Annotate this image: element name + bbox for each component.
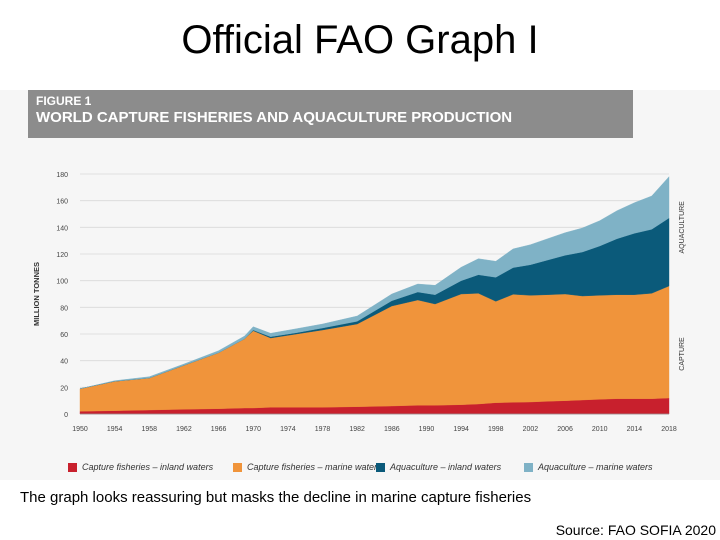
- figure-header: FIGURE 1 WORLD CAPTURE FISHERIES AND AQU…: [28, 90, 633, 138]
- x-tick-label: 2002: [523, 426, 539, 433]
- x-tick-label: 1994: [453, 426, 469, 433]
- legend-label: Aquaculture – marine waters: [538, 462, 653, 472]
- x-tick-label: 1958: [142, 426, 158, 433]
- y-tick-label: 180: [56, 172, 68, 179]
- source-note: Source: FAO SOFIA 2020: [555, 522, 716, 538]
- x-tick-label: 1954: [107, 426, 123, 433]
- legend-item-marine-aquaculture: Aquaculture – marine waters: [524, 462, 653, 472]
- x-tick-label: 2006: [557, 426, 573, 433]
- y-tick-label: 20: [60, 385, 68, 392]
- slide-title: Official FAO Graph I: [181, 18, 539, 62]
- legend-swatch: [233, 462, 242, 472]
- x-tick-label: 1974: [280, 426, 296, 433]
- y-tick-label: 60: [60, 332, 68, 339]
- label-layer: MILLION TONNES AQUACULTURE CAPTURE: [32, 201, 686, 371]
- area-chart: 0 20 40 60 80 100 120 140 160 180 1950 1954 1958 1962…: [32, 172, 686, 433]
- legend-item-inland-capture: Capture fisheries – inland waters: [68, 462, 213, 472]
- x-tick-label: 2018: [661, 426, 677, 433]
- y-tick-label: 100: [56, 279, 68, 286]
- figure-title: WORLD CAPTURE FISHERIES AND AQUACULTURE …: [36, 109, 513, 126]
- y-tick-label: 0: [64, 412, 68, 419]
- legend-swatch: [68, 462, 77, 472]
- x-tick-label: 1966: [211, 426, 227, 433]
- area-series-4: [79, 176, 670, 389]
- axis-layer: 0 20 40 60 80 100 120 140 160 180 1950 1954 1958 1962…: [56, 172, 677, 433]
- legend-item-marine-capture: Capture fisheries – marine waters: [233, 462, 382, 472]
- x-tick-label: 2014: [627, 426, 643, 433]
- y-tick-label: 140: [56, 225, 68, 232]
- legend: Capture fisheries – inland waters Captur…: [0, 462, 720, 476]
- x-tick-label: 1962: [176, 426, 192, 433]
- area-layer: [79, 176, 670, 415]
- aquaculture-annotation: AQUACULTURE: [679, 201, 686, 254]
- legend-label: Aquaculture – inland waters: [390, 462, 502, 472]
- x-tick-label: 1990: [419, 426, 435, 433]
- legend-label: Capture fisheries – inland waters: [82, 462, 214, 472]
- legend-swatch: [524, 462, 533, 472]
- legend-label: Capture fisheries – marine waters: [247, 462, 382, 472]
- figure-panel: FIGURE 1 WORLD CAPTURE FISHERIES AND AQU…: [0, 90, 720, 480]
- x-tick-label: 2010: [592, 426, 608, 433]
- x-tick-label: 1986: [384, 426, 400, 433]
- x-tick-label: 1998: [488, 426, 504, 433]
- legend-item-inland-aquaculture: Aquaculture – inland waters: [376, 462, 501, 472]
- y-axis-label: MILLION TONNES: [32, 262, 41, 326]
- y-tick-label: 80: [60, 305, 68, 312]
- x-tick-label: 1978: [315, 426, 331, 433]
- capture-annotation: CAPTURE: [679, 337, 686, 371]
- y-tick-label: 40: [60, 359, 68, 366]
- slide-caption: The graph looks reassuring but masks the…: [20, 489, 532, 506]
- figure-label: FIGURE 1: [36, 94, 92, 108]
- legend-swatch: [376, 462, 385, 472]
- x-tick-label: 1982: [349, 426, 365, 433]
- x-tick-label: 1970: [245, 426, 261, 433]
- x-tick-label: 1950: [72, 426, 88, 433]
- y-tick-label: 120: [56, 252, 68, 259]
- y-tick-label: 160: [56, 199, 68, 206]
